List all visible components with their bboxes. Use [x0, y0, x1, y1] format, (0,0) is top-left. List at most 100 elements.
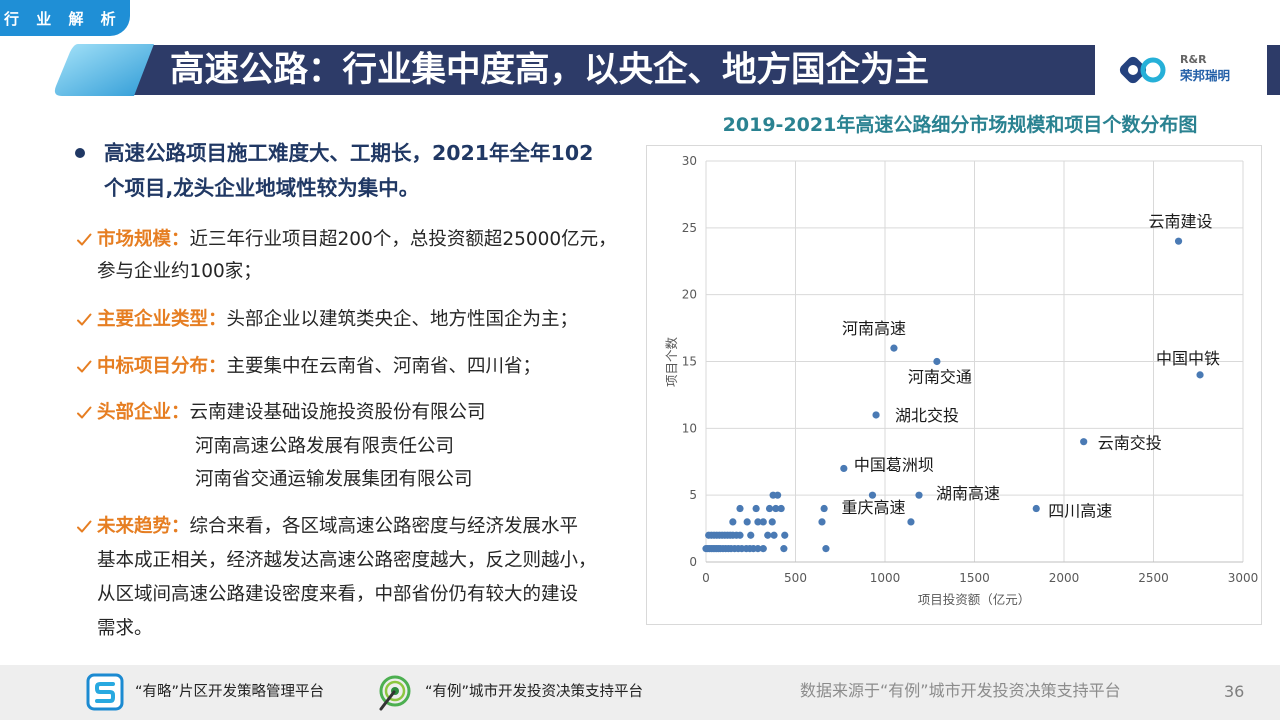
data-point — [729, 518, 737, 526]
data-point — [822, 545, 830, 553]
data-point — [777, 504, 785, 513]
check-icon — [77, 360, 92, 373]
data-point — [774, 491, 782, 499]
y-tick-label: 20 — [682, 288, 697, 302]
y-axis-title: 项目个数 — [664, 337, 679, 388]
data-point — [759, 518, 767, 526]
chart-grid: 0 500 1000 1500 2000 2500 3000 0 5 10 15 20 25 30 — [682, 154, 1259, 585]
y-tick-label: 25 — [682, 221, 697, 235]
bid-distribution-line: 中标项目分布：主要集中在云南省、河南省、四川省； — [97, 354, 541, 380]
data-point — [840, 464, 848, 473]
item-text: 基本成正相关，经济越发达高速公路密度越大，反之则越小， — [97, 550, 597, 571]
data-point — [907, 518, 915, 526]
page-title: 高速公路：行业集中度高，以央企、地方国企为主 — [170, 50, 929, 90]
item-label: 未来趋势： — [97, 516, 190, 537]
footer: “有略”片区开发策略管理平台 “有例”城市开发投资决策支持平台 数据来源于“有例… — [0, 665, 1280, 720]
data-point — [764, 531, 772, 539]
data-point — [868, 491, 877, 499]
x-tick-label: 3000 — [1228, 571, 1259, 585]
data-label: 河南高速 — [842, 319, 906, 338]
data-label: 湖北交投 — [895, 406, 959, 425]
x-tick-label: 1000 — [870, 571, 901, 585]
title-bar-end — [1267, 45, 1280, 95]
data-label: 重庆高速 — [841, 498, 905, 517]
data-label: 河南交通 — [908, 368, 972, 387]
chart-title: 2019-2021年高速公路细分市场规模和项目个数分布图 — [722, 114, 1198, 136]
data-point — [1196, 371, 1204, 379]
data-point — [768, 518, 776, 526]
data-point — [820, 504, 828, 513]
data-point — [781, 531, 789, 539]
data-point — [1174, 237, 1183, 245]
x-axis-title: 项目投资额（亿元） — [918, 592, 1031, 607]
x-tick-label: 0 — [702, 571, 710, 585]
item-text: 近三年行业项目超200个，总投资额超25000亿元， — [189, 229, 617, 250]
youlue-s-icon — [86, 673, 124, 711]
item-text: 河南高速公路发展有限责任公司 — [195, 436, 455, 457]
page-number: 36 — [1224, 682, 1245, 701]
data-point — [933, 357, 941, 366]
item-label: 头部企业： — [97, 402, 190, 423]
data-point — [772, 504, 780, 513]
data-point — [890, 344, 898, 352]
section-tag-label: 行 业 解 析 — [4, 10, 122, 28]
item-text: 云南建设基础设施投资股份有限公司 — [189, 402, 486, 423]
x-tick-label: 1500 — [959, 571, 990, 585]
y-tick-label: 15 — [682, 355, 697, 369]
x-tick-label: 2500 — [1138, 571, 1169, 585]
data-label: 云南建设 — [1149, 212, 1213, 231]
data-point — [872, 411, 880, 419]
data-point — [743, 518, 751, 526]
y-tick-label: 10 — [682, 421, 697, 435]
item-label: 市场规模： — [97, 229, 190, 250]
rr-logo-icon — [1119, 56, 1166, 84]
check-icon — [77, 406, 92, 419]
enterprise-type-line: 主要企业类型：头部企业以建筑类央企、地方性国企为主； — [97, 307, 578, 333]
data-point — [736, 531, 744, 539]
item-label: 中标项目分布： — [97, 356, 227, 377]
item-text: 需求。 — [97, 618, 153, 639]
data-point — [1080, 438, 1088, 446]
data-point — [765, 504, 774, 513]
market-size-line: 市场规模：近三年行业项目超200个，总投资额超25000亿元， — [97, 227, 617, 253]
data-label: 中国葛洲坝 — [854, 455, 934, 474]
summary-line: 个项目,龙头企业地域性较为集中。 — [104, 176, 420, 200]
data-point — [747, 531, 755, 539]
x-tick-label: 2000 — [1049, 571, 1080, 585]
chart-points — [702, 237, 1204, 553]
y-tick-label: 0 — [689, 555, 697, 569]
item-text: 综合来看，各区域高速公路密度与经济发展水平 — [189, 516, 579, 537]
item-text: 河南省交通运输发展集团有限公司 — [195, 469, 473, 490]
title-bar: 高速公路：行业集中度高，以央企、地方国企为主 — [130, 45, 1095, 95]
data-label: 云南交投 — [1098, 434, 1162, 453]
data-point — [1032, 504, 1040, 513]
x-tick-label: 500 — [784, 571, 807, 585]
logo-text-cn: 荣邦瑞明 — [1180, 68, 1231, 83]
data-point — [736, 504, 744, 513]
data-label: 中国中铁 — [1156, 349, 1220, 368]
item-text: 主要集中在云南省、河南省、四川省； — [226, 356, 542, 377]
data-point — [770, 531, 778, 539]
scatter-chart: 0 500 1000 1500 2000 2500 3000 0 5 10 15 20 25 30 云南建… — [646, 145, 1262, 625]
youli-target-icon — [379, 675, 411, 711]
data-point — [780, 545, 788, 553]
data-point — [915, 491, 923, 499]
section-tag: 行 业 解 析 — [0, 0, 130, 36]
item-text: 从区域间高速公路建设密度来看，中部省份仍有较大的建设 — [97, 584, 579, 605]
check-icon — [77, 313, 92, 326]
logo-text-en: R&R — [1180, 53, 1207, 66]
y-tick-label: 30 — [682, 154, 697, 168]
data-point — [759, 545, 767, 553]
bullet-dot-icon — [75, 148, 85, 158]
data-point — [752, 504, 760, 513]
data-point — [754, 518, 762, 526]
summary-line: 高速公路项目施工难度大、工期长，2021年全年102 — [104, 141, 594, 165]
data-point — [818, 518, 826, 526]
future-trend-line: 未来趋势：综合来看，各区域高速公路密度与经济发展水平 — [97, 514, 578, 540]
platform-youli-label: “有例”城市开发投资决策支持平台 — [425, 684, 644, 700]
item-text: 头部企业以建筑类央企、地方性国企为主； — [226, 309, 579, 330]
data-label: 湖南高速 — [936, 484, 1000, 503]
data-point — [754, 545, 762, 553]
item-label: 主要企业类型： — [97, 309, 227, 330]
